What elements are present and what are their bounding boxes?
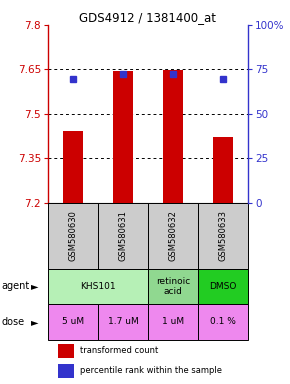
Bar xyxy=(113,71,133,202)
Text: percentile rank within the sample: percentile rank within the sample xyxy=(80,366,222,375)
Bar xyxy=(198,203,248,268)
Text: agent: agent xyxy=(1,281,30,291)
Text: 1.7 uM: 1.7 uM xyxy=(108,317,138,326)
Text: dose: dose xyxy=(1,317,25,327)
Text: DMSO: DMSO xyxy=(209,282,237,291)
Text: GSM580633: GSM580633 xyxy=(218,210,227,261)
Bar xyxy=(58,364,74,378)
Bar xyxy=(98,304,148,339)
Bar xyxy=(148,268,198,304)
Bar xyxy=(148,203,198,268)
Bar xyxy=(163,70,183,202)
Bar xyxy=(48,268,148,304)
Text: GSM580632: GSM580632 xyxy=(168,210,177,261)
Text: ►: ► xyxy=(30,281,38,291)
Text: transformed count: transformed count xyxy=(80,346,158,355)
Text: GSM580631: GSM580631 xyxy=(118,210,127,261)
Bar xyxy=(48,304,98,339)
Bar xyxy=(63,131,83,202)
Bar xyxy=(198,304,248,339)
Bar xyxy=(48,203,98,268)
Text: ►: ► xyxy=(30,317,38,327)
Bar xyxy=(58,344,74,358)
Text: 0.1 %: 0.1 % xyxy=(210,317,236,326)
Text: KHS101: KHS101 xyxy=(80,282,116,291)
Bar xyxy=(198,268,248,304)
Title: GDS4912 / 1381400_at: GDS4912 / 1381400_at xyxy=(79,11,216,24)
Text: GSM580630: GSM580630 xyxy=(68,210,77,261)
Text: retinoic
acid: retinoic acid xyxy=(156,276,190,296)
Bar xyxy=(148,304,198,339)
Bar xyxy=(213,137,233,202)
Text: 1 uM: 1 uM xyxy=(162,317,184,326)
Text: 5 uM: 5 uM xyxy=(62,317,84,326)
Bar xyxy=(98,203,148,268)
